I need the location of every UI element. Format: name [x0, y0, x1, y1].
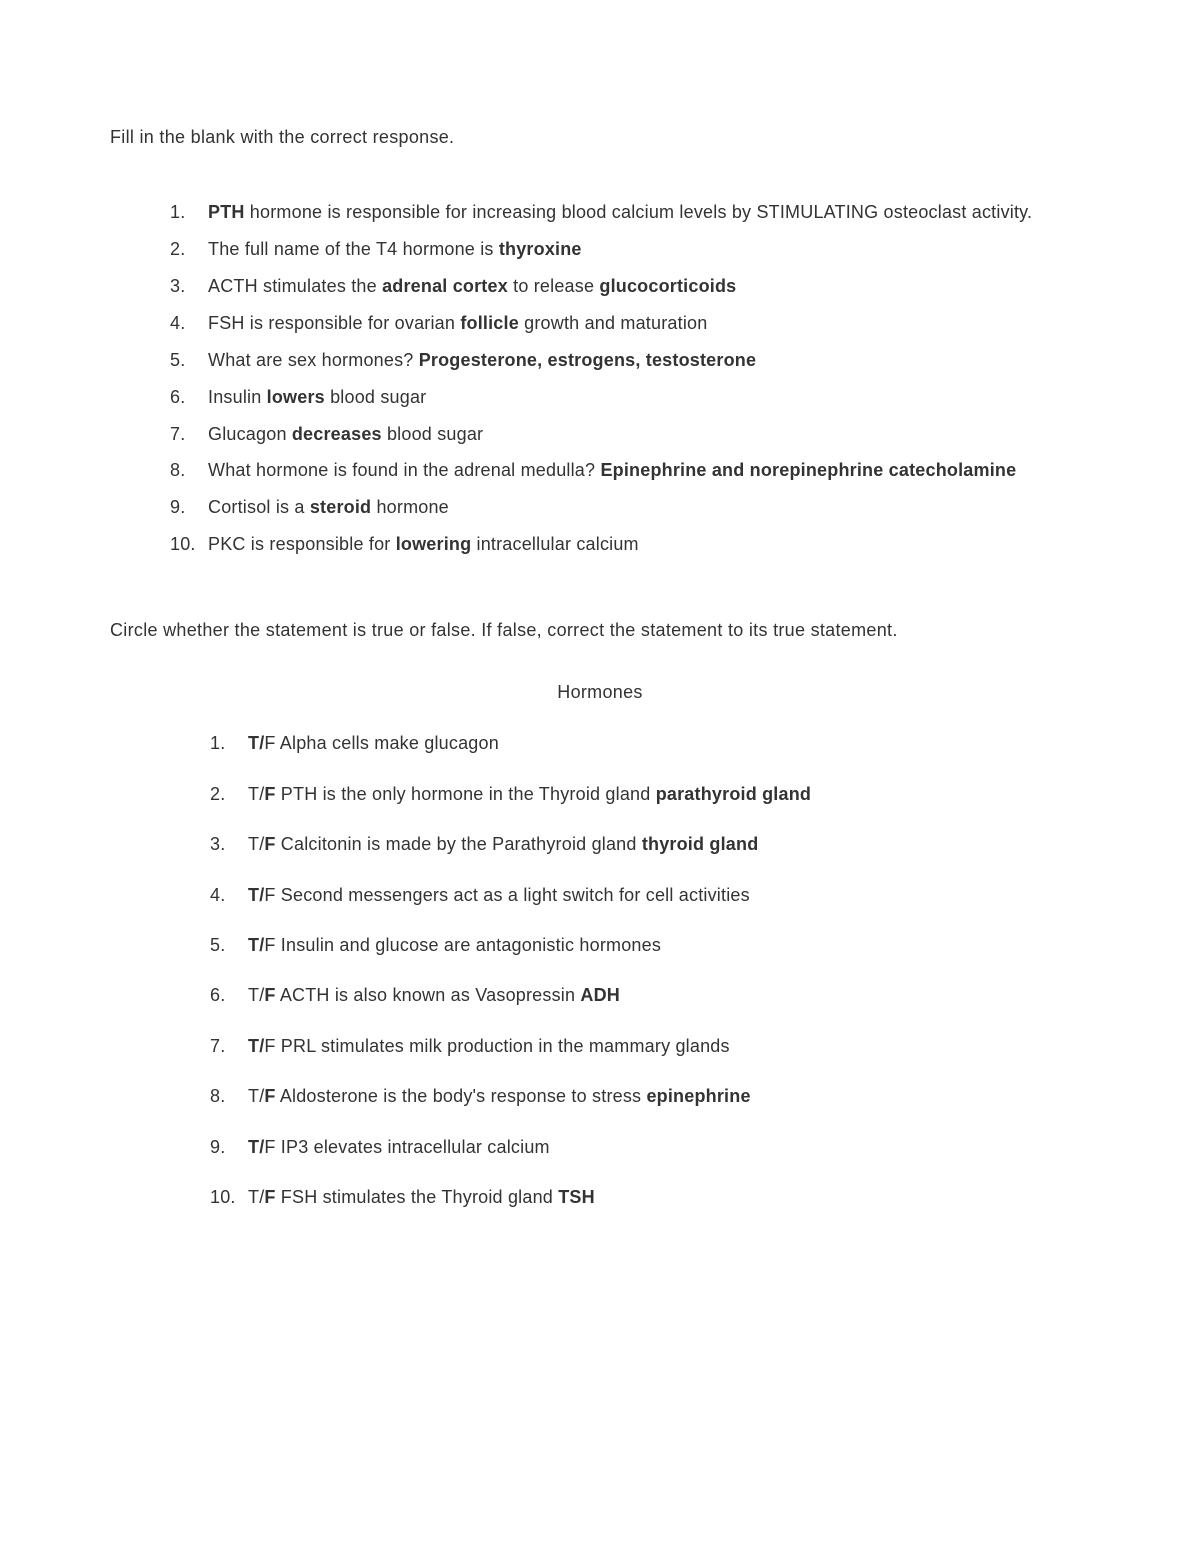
true-false-item: 9. T/F IP3 elevates intracellular calcium [210, 1131, 1090, 1163]
true-false-item: 7. T/F PRL stimulates milk production in … [210, 1030, 1090, 1062]
item-text: T/F Insulin and glucose are antagonistic… [248, 935, 661, 955]
item-number: 7. [170, 416, 185, 453]
fill-blank-item: 7. Glucagon decreases blood sugar [170, 416, 1090, 453]
item-text: T/F PTH is the only hormone in the Thyro… [248, 784, 811, 804]
true-false-intro: Circle whether the statement is true or … [110, 613, 1090, 647]
item-number: 8. [210, 1080, 225, 1112]
item-text: What hormone is found in the adrenal med… [208, 460, 1016, 480]
item-text: Glucagon decreases blood sugar [208, 424, 483, 444]
item-text: T/F IP3 elevates intracellular calcium [248, 1137, 550, 1157]
item-number: 4. [170, 305, 185, 342]
item-text: T/F Aldosterone is the body's response t… [248, 1086, 751, 1106]
fill-blank-intro: Fill in the blank with the correct respo… [110, 120, 1090, 154]
item-number: 6. [210, 979, 225, 1011]
item-text: The full name of the T4 hormone is thyro… [208, 239, 582, 259]
fill-blank-item: 5. What are sex hormones? Progesterone, e… [170, 342, 1090, 379]
item-text: PTH hormone is responsible for increasin… [208, 202, 1032, 222]
fill-blank-item: 4. FSH is responsible for ovarian follicl… [170, 305, 1090, 342]
true-false-item: 3. T/F Calcitonin is made by the Parathyr… [210, 828, 1090, 860]
item-text: T/F Calcitonin is made by the Parathyroi… [248, 834, 758, 854]
item-text: PKC is responsible for lowering intracel… [208, 534, 639, 554]
item-number: 9. [210, 1131, 225, 1163]
item-text: ACTH stimulates the adrenal cortex to re… [208, 276, 736, 296]
item-text: Cortisol is a steroid hormone [208, 497, 449, 517]
fill-blank-item: 10. PKC is responsible for lowering intra… [170, 526, 1090, 563]
item-number: 9. [170, 489, 185, 526]
item-number: 4. [210, 879, 225, 911]
item-number: 1. [210, 727, 225, 759]
fill-blank-item: 1. PTH hormone is responsible for increas… [170, 194, 1090, 231]
item-number: 3. [210, 828, 225, 860]
fill-blank-item: 6. Insulin lowers blood sugar [170, 379, 1090, 416]
item-number: 2. [170, 231, 185, 268]
item-number: 3. [170, 268, 185, 305]
item-number: 1. [170, 194, 185, 231]
item-text: T/F Second messengers act as a light swi… [248, 885, 750, 905]
true-false-list: 1. T/F Alpha cells make glucagon 2. T/F PTH… [110, 727, 1090, 1213]
true-false-item: 1. T/F Alpha cells make glucagon [210, 727, 1090, 759]
item-text: T/F ACTH is also known as Vasopressin AD… [248, 985, 620, 1005]
true-false-item: 5. T/F Insulin and glucose are antagonist… [210, 929, 1090, 961]
item-text: T/F Alpha cells make glucagon [248, 733, 499, 753]
true-false-item: 10. T/F FSH stimulates the Thyroid gland … [210, 1181, 1090, 1213]
item-text: T/F FSH stimulates the Thyroid gland TSH [248, 1187, 595, 1207]
fill-blank-item: 9. Cortisol is a steroid hormone [170, 489, 1090, 526]
true-false-item: 2. T/F PTH is the only hormone in the Thy… [210, 778, 1090, 810]
item-text: FSH is responsible for ovarian follicle … [208, 313, 707, 333]
fill-blank-item: 3. ACTH stimulates the adrenal cortex to … [170, 268, 1090, 305]
item-text: Insulin lowers blood sugar [208, 387, 426, 407]
item-number: 6. [170, 379, 185, 416]
item-number: 10. [170, 526, 196, 563]
item-number: 5. [210, 929, 225, 961]
item-text: What are sex hormones? Progesterone, est… [208, 350, 756, 370]
fill-blank-list: 1. PTH hormone is responsible for increas… [110, 194, 1090, 563]
true-false-item: 6. T/F ACTH is also known as Vasopressin … [210, 979, 1090, 1011]
fill-blank-item: 8. What hormone is found in the adrenal m… [170, 452, 1090, 489]
fill-blank-item: 2. The full name of the T4 hormone is thy… [170, 231, 1090, 268]
item-number: 5. [170, 342, 185, 379]
item-number: 10. [210, 1181, 236, 1213]
item-number: 7. [210, 1030, 225, 1062]
item-number: 8. [170, 452, 185, 489]
true-false-item: 4. T/F Second messengers act as a light s… [210, 879, 1090, 911]
item-text: T/F PRL stimulates milk production in th… [248, 1036, 730, 1056]
item-number: 2. [210, 778, 225, 810]
true-false-item: 8. T/F Aldosterone is the body's response… [210, 1080, 1090, 1112]
hormones-title: Hormones [110, 675, 1090, 709]
